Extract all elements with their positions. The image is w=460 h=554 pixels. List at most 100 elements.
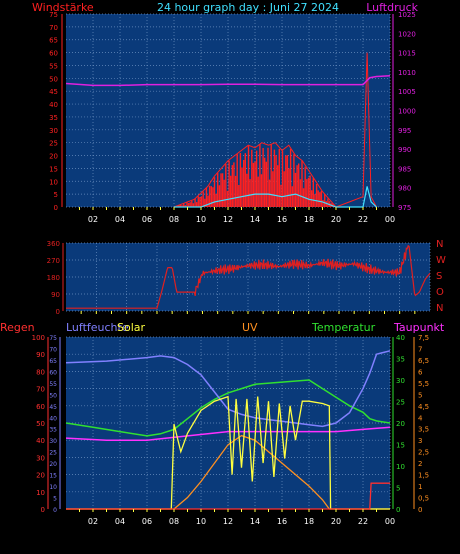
pressure-tick-label: 1025 <box>398 11 416 19</box>
temperature-tick-label: 5 <box>396 485 400 493</box>
wind-pressure-panel: Windstärke 24 hour graph day : Juni 27 2… <box>32 1 419 224</box>
x-tick-label: 12 <box>223 215 233 224</box>
wind-tick-label: 15 <box>49 165 58 173</box>
uv-tick-label: 7 <box>418 345 422 353</box>
rain-tick-label: 20 <box>36 472 45 480</box>
temperature-tick-label: 30 <box>396 377 405 385</box>
pressure-line <box>65 75 391 87</box>
x-tick-label: 20 <box>331 215 341 224</box>
x-tick-label: 06 <box>142 517 152 526</box>
wind-tick-label: 35 <box>49 114 58 122</box>
humidity-tick-label: 15 <box>49 473 57 480</box>
direction-tick-label: 270 <box>47 257 60 265</box>
direction-tick-label: 0 <box>56 308 60 316</box>
wind-tick-label: 75 <box>49 11 58 19</box>
wind-tick-label: 65 <box>49 37 58 45</box>
pressure-tick-label: 1010 <box>398 69 416 77</box>
pressure-tick-label: 975 <box>398 204 411 212</box>
temperature-tick-label: 25 <box>396 399 405 407</box>
x-tick-label: 02 <box>88 215 98 224</box>
rain-tick-label: 0 <box>41 506 45 514</box>
humidity-tick-label: 25 <box>49 450 57 457</box>
x-tick-label: 22 <box>358 215 368 224</box>
dewpoint-axis-label: Taupunkt <box>393 321 445 334</box>
multi-panel: Regen Luftfeuchte Solar UV Temperatur Ta… <box>0 321 445 526</box>
x-tick-label: 00 <box>385 517 395 526</box>
humidity-tick-label: 75 <box>49 335 57 342</box>
temperature-tick-label: 35 <box>396 356 405 364</box>
uv-tick-label: 2,5 <box>418 449 429 457</box>
humidity-tick-label: 50 <box>49 392 57 399</box>
compass-label: W <box>436 255 446 266</box>
x-tick-label: 04 <box>115 517 125 526</box>
x-tick-label: 00 <box>385 215 395 224</box>
rain-tick-label: 100 <box>32 334 45 342</box>
uv-tick-label: 7,5 <box>418 334 429 342</box>
compass-label: O <box>436 287 444 298</box>
wind-tick-label: 0 <box>54 204 58 212</box>
wind-tick-label: 45 <box>49 88 58 96</box>
humidity-tick-label: 0 <box>53 507 57 514</box>
humidity-tick-label: 60 <box>49 369 57 376</box>
wind-spikes <box>174 144 339 207</box>
wind-axis-label: Windstärke <box>32 1 94 14</box>
uv-tick-label: 1 <box>418 483 422 491</box>
x-tick-label: 10 <box>196 215 206 224</box>
x-tick-label: 02 <box>88 517 98 526</box>
compass-label: N <box>436 239 443 250</box>
direction-series <box>66 244 431 309</box>
humidity-tick-label: 20 <box>49 461 57 468</box>
compass-label: S <box>436 271 442 282</box>
x-tick-label: 16 <box>277 517 287 526</box>
x-tick-label: 18 <box>304 215 314 224</box>
x-tick-label: 22 <box>358 517 368 526</box>
wind-tick-label: 25 <box>49 140 58 148</box>
compass-label: N <box>436 303 443 314</box>
x-tick-label: 18 <box>304 517 314 526</box>
rain-tick-label: 60 <box>36 403 45 411</box>
uv-tick-label: 5 <box>418 391 422 399</box>
rain-tick-label: 10 <box>36 489 45 497</box>
temperature-tick-label: 10 <box>396 463 405 471</box>
temperature-tick-label: 15 <box>396 442 405 450</box>
humidity-tick-label: 5 <box>53 496 57 503</box>
x-tick-label: 04 <box>115 215 125 224</box>
rain-tick-label: 40 <box>36 437 45 445</box>
wind-tick-label: 55 <box>49 62 58 70</box>
solar-line <box>66 395 390 510</box>
solar-axis-label: Solar <box>117 321 146 334</box>
humidity-tick-label: 45 <box>49 404 57 411</box>
humidity-tick-label: 65 <box>49 358 57 365</box>
x-tick-label: 12 <box>223 517 233 526</box>
x-tick-label: 14 <box>250 517 260 526</box>
uv-tick-label: 2 <box>418 460 422 468</box>
wind-series <box>65 52 391 208</box>
uv-tick-label: 6 <box>418 368 423 376</box>
direction-tick-label: 180 <box>47 274 60 282</box>
x-tick-label: 08 <box>169 215 179 224</box>
multi-series <box>65 350 391 510</box>
wind-tick-label: 10 <box>49 178 58 186</box>
humidity-tick-label: 40 <box>49 415 57 422</box>
direction-tick-label: 90 <box>51 291 60 299</box>
pressure-tick-label: 1000 <box>398 108 416 116</box>
humidity-tick-label: 35 <box>49 427 57 434</box>
pressure-tick-label: 985 <box>398 165 411 173</box>
x-tick-label: 14 <box>250 215 260 224</box>
pressure-axis-label: Luftdruck <box>366 1 418 14</box>
temperature-tick-label: 20 <box>396 420 405 428</box>
uv-tick-label: 1,5 <box>418 472 429 480</box>
temperature-tick-label: 0 <box>396 506 400 514</box>
wind-tick-label: 30 <box>49 127 58 135</box>
rain-axis-label: Regen <box>0 321 35 334</box>
wind-tick-label: 70 <box>49 24 58 32</box>
temperature-axis-label: Temperatur <box>311 321 376 334</box>
pressure-tick-label: 990 <box>398 146 411 154</box>
wind-tick-label: 50 <box>49 75 58 83</box>
uv-tick-label: 3 <box>418 437 422 445</box>
humidity-tick-label: 30 <box>49 438 57 445</box>
uv-tick-label: 5,5 <box>418 380 429 388</box>
uv-tick-label: 3,5 <box>418 426 429 434</box>
